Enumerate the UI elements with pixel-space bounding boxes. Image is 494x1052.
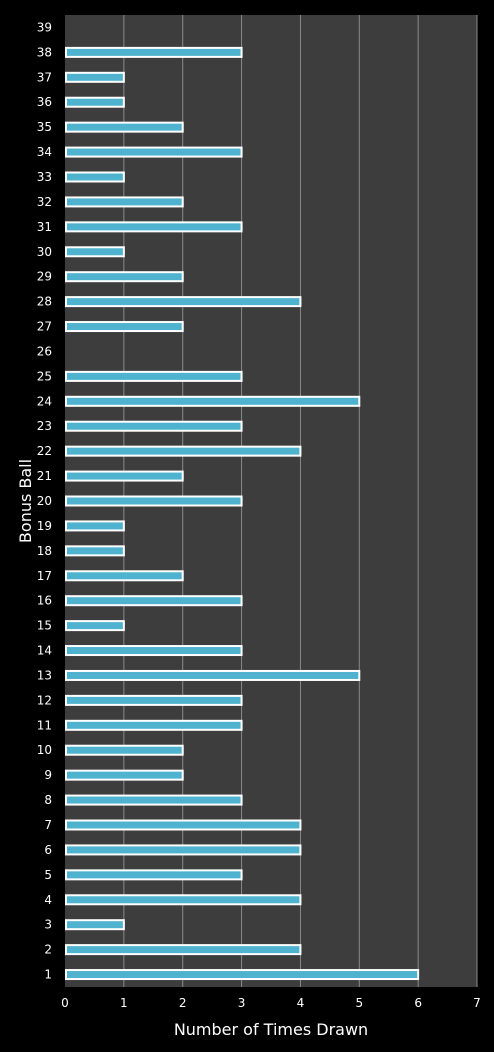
bar-13 — [65, 669, 361, 681]
y-tick-label: 18 — [37, 544, 52, 558]
bar-1 — [65, 969, 420, 981]
bar-35 — [65, 121, 184, 133]
y-tick-label: 22 — [37, 444, 52, 458]
y-tick-label: 13 — [37, 668, 52, 682]
y-tick-label: 29 — [37, 270, 52, 284]
y-tick-label: 6 — [44, 843, 52, 857]
y-tick-label: 36 — [37, 95, 52, 109]
x-tick-labels: 0 1 2 3 4 5 6 7 — [61, 996, 481, 1010]
y-tick-label: 25 — [37, 369, 52, 383]
y-tick-label: 4 — [44, 893, 52, 907]
bar-38 — [65, 46, 243, 58]
bar-34 — [65, 146, 243, 158]
y-tick-label: 9 — [44, 768, 52, 782]
y-axis-title: Bonus Ball — [16, 459, 35, 543]
x-tick-label: 4 — [297, 996, 305, 1010]
bar-8 — [65, 794, 243, 806]
y-tick-label: 23 — [37, 419, 52, 433]
bar-32 — [65, 196, 184, 208]
y-tick-label: 1 — [44, 968, 52, 982]
y-tick-label: 8 — [44, 793, 52, 807]
x-tick-label: 2 — [179, 996, 187, 1010]
bar-25 — [65, 370, 243, 382]
y-tick-label: 38 — [37, 45, 52, 59]
bar-29 — [65, 271, 184, 283]
bar-3 — [65, 919, 125, 931]
y-tick-label: 21 — [37, 469, 52, 483]
y-tick-label: 28 — [37, 295, 52, 309]
bar-31 — [65, 221, 243, 233]
y-tick-label: 37 — [37, 70, 52, 84]
bar-12 — [65, 694, 243, 706]
bar-30 — [65, 246, 125, 258]
bar-17 — [65, 570, 184, 582]
y-tick-label: 12 — [37, 693, 52, 707]
y-tick-label: 17 — [37, 569, 52, 583]
y-tick-label: 11 — [37, 718, 52, 732]
y-tick-labels: 1234567891011121314151617181920212223242… — [37, 20, 52, 981]
y-tick-label: 5 — [44, 868, 52, 882]
bar-37 — [65, 71, 125, 83]
y-tick-label: 26 — [37, 344, 52, 358]
bars — [65, 46, 420, 981]
bar-16 — [65, 595, 243, 607]
bar-11 — [65, 719, 243, 731]
bar-7 — [65, 819, 302, 831]
y-tick-label: 27 — [37, 320, 52, 334]
y-tick-label: 39 — [37, 20, 52, 34]
y-tick-label: 19 — [37, 519, 52, 533]
bar-33 — [65, 171, 125, 183]
y-tick-label: 2 — [44, 943, 52, 957]
x-tick-label: 6 — [414, 996, 422, 1010]
y-tick-label: 20 — [37, 494, 52, 508]
bar-10 — [65, 744, 184, 756]
bar-20 — [65, 495, 243, 507]
y-tick-label: 32 — [37, 195, 52, 209]
bar-23 — [65, 420, 243, 432]
y-tick-label: 15 — [37, 619, 52, 633]
bar-14 — [65, 645, 243, 657]
y-tick-label: 24 — [37, 394, 52, 408]
y-tick-label: 31 — [37, 220, 52, 234]
bar-5 — [65, 869, 243, 881]
bar-22 — [65, 445, 302, 457]
bar-27 — [65, 321, 184, 333]
y-tick-label: 16 — [37, 594, 52, 608]
y-tick-label: 35 — [37, 120, 52, 134]
bar-9 — [65, 769, 184, 781]
bar-6 — [65, 844, 302, 856]
bar-15 — [65, 620, 125, 632]
bar-2 — [65, 944, 302, 956]
x-tick-label: 3 — [238, 996, 246, 1010]
y-tick-label: 33 — [37, 170, 52, 184]
bar-21 — [65, 470, 184, 482]
bar-4 — [65, 894, 302, 906]
x-tick-label: 1 — [120, 996, 128, 1010]
y-tick-label: 7 — [44, 818, 52, 832]
y-tick-label: 3 — [44, 918, 52, 932]
bar-36 — [65, 96, 125, 108]
bar-19 — [65, 520, 125, 532]
y-tick-label: 34 — [37, 145, 52, 159]
y-tick-label: 14 — [37, 644, 52, 658]
y-tick-label: 10 — [37, 743, 52, 757]
x-tick-label: 7 — [473, 996, 481, 1010]
x-tick-label: 0 — [61, 996, 69, 1010]
bar-28 — [65, 296, 302, 308]
bar-18 — [65, 545, 125, 557]
x-tick-label: 5 — [355, 996, 363, 1010]
bar-24 — [65, 395, 361, 407]
y-tick-label: 30 — [37, 245, 52, 259]
x-axis-title: Number of Times Drawn — [174, 1020, 368, 1039]
